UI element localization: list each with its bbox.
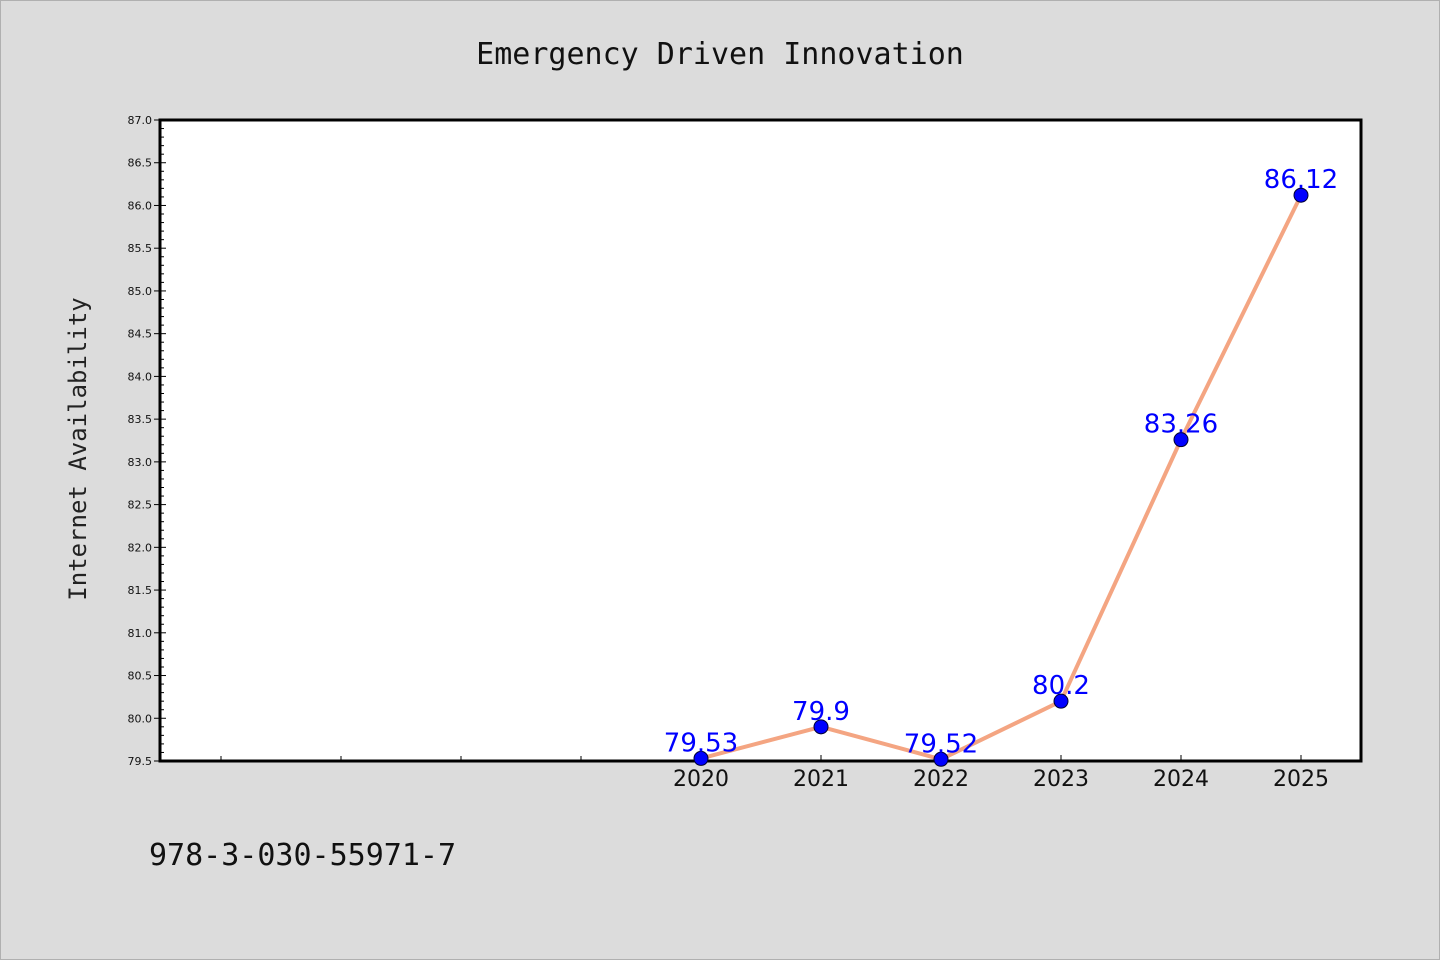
data-value-label: 79.52 — [904, 729, 978, 759]
y-tick-label: 80.5 — [128, 670, 153, 683]
data-value-label: 83.26 — [1144, 410, 1218, 440]
x-tick-label: 2024 — [1153, 767, 1209, 792]
data-value-label: 79.53 — [664, 728, 738, 758]
y-tick-label: 79.5 — [128, 755, 153, 768]
y-tick-label: 87.0 — [128, 114, 153, 127]
data-point-marker — [933, 751, 949, 767]
y-tick-label: 81.5 — [128, 584, 153, 597]
series-line — [700, 194, 1303, 762]
chart-title: Emergency Driven Innovation — [476, 37, 964, 72]
y-tick-label: 85.5 — [128, 242, 153, 255]
plot-area — [158, 118, 1363, 763]
data-point-marker — [1173, 432, 1189, 448]
y-tick-label: 82.0 — [128, 541, 153, 554]
data-value-label: 79.9 — [792, 697, 850, 727]
y-tick-label: 82.5 — [128, 499, 153, 512]
y-tick-label: 84.0 — [128, 370, 153, 383]
data-point-marker — [1053, 693, 1069, 709]
x-tick-label: 2023 — [1033, 767, 1089, 792]
data-value-label: 80.2 — [1032, 671, 1090, 701]
x-tick-label: 2025 — [1273, 767, 1329, 792]
y-axis: 79.5 80.0 80.5 81.0 81.5 82.0 82.5 83.0 83.5 84.0… — [128, 114, 166, 768]
x-tick-label: 2020 — [673, 767, 729, 792]
y-tick-label: 84.5 — [128, 328, 153, 341]
series-line-group: 79.53 79.9 79.52 80.2 83.26 86.12 — [664, 165, 1338, 767]
y-tick-label: 86.0 — [128, 199, 153, 212]
isbn-footer: 978-3-030-55971-7 — [149, 838, 456, 873]
y-tick-label: 83.5 — [128, 413, 153, 426]
x-tick-label: 2021 — [793, 767, 849, 792]
y-tick-label: 85.0 — [128, 285, 153, 298]
data-point-marker — [1293, 187, 1309, 203]
y-tick-label: 83.0 — [128, 456, 153, 469]
y-tick-label: 81.0 — [128, 627, 153, 640]
y-tick-label: 86.5 — [128, 157, 153, 170]
x-tick-label: 2022 — [913, 767, 969, 792]
data-point-marker — [813, 719, 829, 735]
y-tick-label: 80.0 — [128, 712, 153, 725]
y-axis-label: Internet Availability — [64, 297, 92, 600]
data-value-label: 86.12 — [1264, 165, 1338, 195]
data-point-marker — [693, 750, 709, 766]
